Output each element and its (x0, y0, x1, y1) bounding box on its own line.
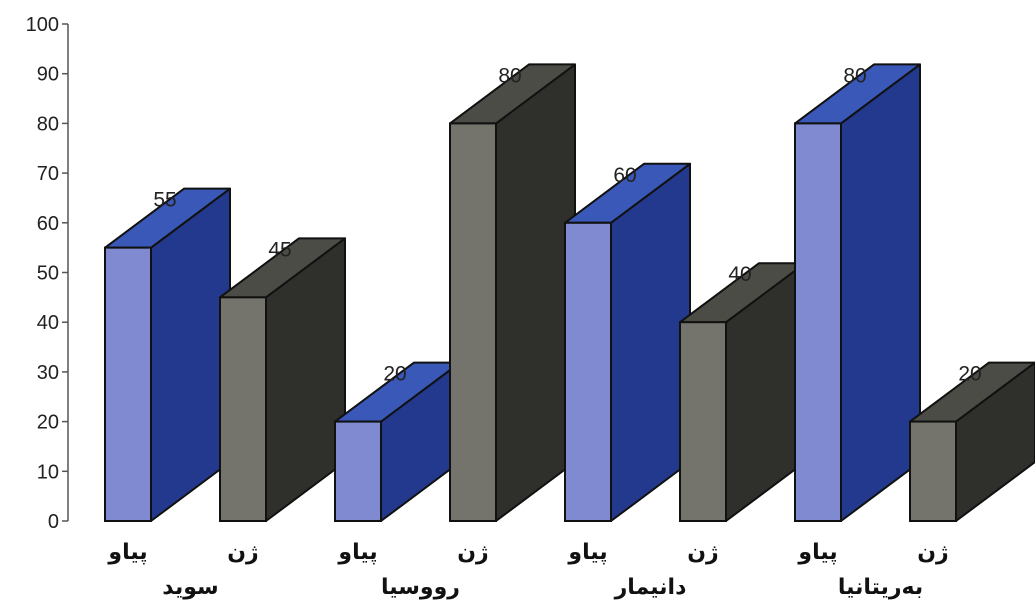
bar-front-face (679, 321, 727, 523)
group-label: سوید (162, 575, 218, 600)
y-tick-label: 30 (37, 362, 59, 384)
bar (679, 262, 806, 523)
data-label: 45 (268, 238, 291, 261)
bar-front-face (564, 221, 612, 523)
bar-front-face (794, 122, 842, 523)
data-label: 20 (383, 363, 406, 386)
category-label: پیاو (797, 540, 837, 565)
y-tick-label: 50 (37, 263, 59, 285)
bar (564, 162, 691, 523)
bar-front-face (219, 296, 267, 522)
bar-front-face (104, 246, 152, 522)
y-tick-label: 60 (37, 213, 59, 235)
bar (909, 361, 1035, 523)
data-label: 80 (498, 64, 521, 87)
bar-side-face (610, 162, 691, 522)
bar (794, 63, 921, 523)
bar-side-face (840, 63, 921, 522)
y-tick-label: 40 (37, 312, 59, 334)
category-label: پیاو (107, 540, 147, 565)
bar-side-face (495, 63, 576, 522)
category-label: ژن (917, 540, 948, 565)
data-label: 60 (613, 164, 636, 187)
category-label: ژن (227, 540, 258, 565)
bar-front-face (449, 122, 497, 523)
y-tick-label: 20 (37, 412, 59, 434)
category-label: پیاو (337, 540, 377, 565)
y-axis: 0 10 20 30 40 50 60 70 80 90 100 (26, 14, 69, 533)
group-label: رووسیا (381, 575, 460, 600)
data-label: 55 (153, 189, 176, 212)
data-label: 40 (728, 263, 751, 286)
group-label: دانیمار (614, 575, 687, 600)
bars (104, 63, 1035, 523)
labels: 55 پیاو 45 ژن 20 پیاو 80 ژن 60 پیاو 40 ژن 80 پیاو 20 ژن… (107, 64, 981, 600)
y-tick-label: 0 (48, 511, 59, 533)
y-tick-label: 10 (37, 461, 59, 483)
bar (104, 187, 231, 522)
y-tick-label: 80 (37, 113, 59, 135)
group-label: بەریتانیا (838, 575, 923, 600)
bar (219, 237, 346, 522)
data-label: 80 (843, 64, 866, 87)
data-label: 20 (958, 363, 981, 386)
category-label: ژن (687, 540, 718, 565)
y-tick-label: 90 (37, 64, 59, 86)
bar (334, 361, 461, 523)
category-label: ژن (457, 540, 488, 565)
bar-front-face (909, 420, 957, 523)
bar-front-face (334, 420, 382, 523)
y-tick-label: 100 (26, 14, 59, 36)
bar (449, 63, 576, 523)
y-tick-label: 70 (37, 163, 59, 185)
category-label: پیاو (567, 540, 607, 565)
